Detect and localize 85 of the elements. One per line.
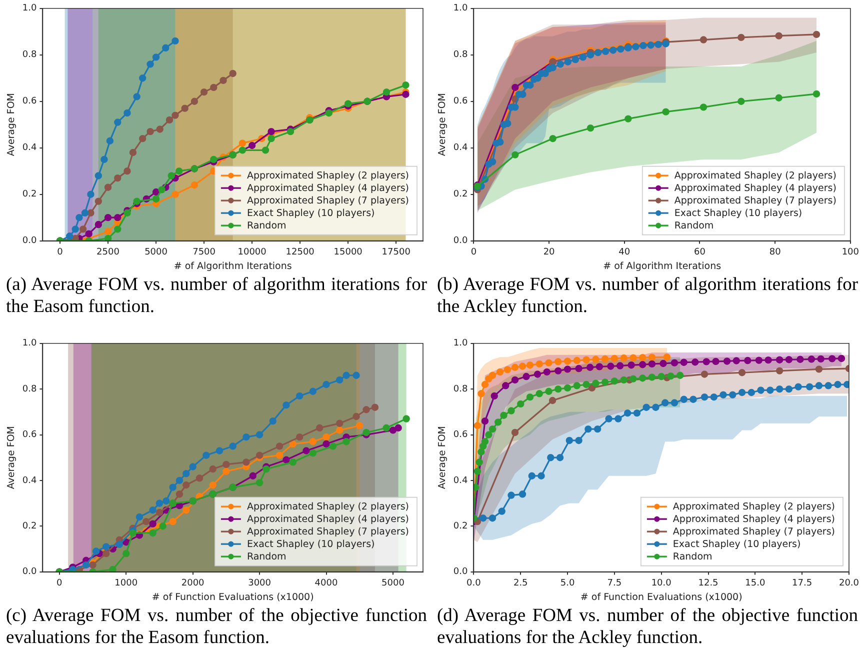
x-tick-label: 3000: [248, 578, 272, 589]
legend-label: Exact Shapley (10 players): [246, 539, 375, 550]
legend-label: Exact Shapley (10 players): [246, 208, 375, 220]
legend-label: Approximated Shapley (7 players): [674, 196, 836, 207]
legend-label: Approximated Shapley (4 players): [674, 183, 836, 194]
x-tick-label: 17500: [382, 248, 411, 258]
y-axis-title: Average FOM: [437, 426, 448, 490]
legend-label: Random: [246, 220, 286, 232]
y-tick-label: 0.4: [453, 476, 468, 486]
x-tick-label: 5.0: [560, 578, 575, 589]
y-tick-label: 1.0: [22, 4, 37, 14]
y-tick-label: 0.4: [22, 476, 37, 486]
x-tick-label: 20.0: [838, 578, 860, 589]
legend-label: Random: [672, 552, 712, 563]
x-tick-label: 10000: [238, 248, 267, 258]
y-axis-title: Average FOM: [6, 93, 18, 156]
x-tick-label: 0.0: [466, 578, 482, 589]
x-axis-title: # of Function Evaluations (x1000): [152, 592, 314, 603]
y-tick-label: 0.2: [22, 521, 37, 532]
legend-label: Approximated Shapley (2 players): [674, 170, 836, 182]
text: (d) Average FOM vs. number of the objective function evaluations for the Ackley function.: [436, 605, 859, 649]
x-tick-label: 100: [842, 248, 860, 258]
x-tick-label: 0: [57, 248, 64, 258]
legend-label: Exact Shapley (10 players): [674, 208, 802, 220]
text: (b) Average FOM vs. number of algorithm iterations for the Ackley function.: [436, 274, 859, 318]
y-tick-label: 1.0: [453, 4, 468, 14]
legend-label: Approximated Shapley (4 players): [246, 514, 410, 526]
text: (c) Average FOM vs. number of the objective function evaluations for the Easom function.: [5, 605, 428, 649]
y-tick-label: 0.6: [453, 430, 468, 440]
x-tick-label: 2.5: [513, 578, 528, 589]
x-tick-label: 15.0: [745, 578, 766, 589]
y-axis-title: Average FOM: [437, 93, 448, 156]
y-tick-label: 0.0: [453, 567, 468, 578]
x-tick-label: 5000: [144, 248, 168, 258]
y-tick-label: 1.0: [453, 338, 468, 349]
legend-label: Approximated Shapley (7 players): [246, 196, 410, 207]
x-tick-label: 2500: [96, 248, 120, 258]
legend-label: Approximated Shapley (4 players): [246, 183, 410, 194]
x-tick-label: 0: [56, 578, 63, 589]
y-tick-label: 0.8: [22, 384, 37, 394]
x-tick-label: 7500: [192, 248, 216, 258]
y-tick-label: 0.0: [453, 236, 468, 246]
x-tick-label: 80: [769, 248, 782, 258]
x-tick-label: 1000: [114, 578, 138, 589]
y-tick-label: 0.2: [22, 190, 37, 200]
y-tick-label: 0.8: [453, 384, 468, 394]
x-tick-label: 60: [694, 248, 706, 258]
y-axis-title: Average FOM: [6, 426, 18, 490]
x-tick-label: 0: [470, 248, 477, 258]
x-tick-label: 5000: [382, 578, 405, 589]
x-axis-title: # of Function Evaluations (x1000): [580, 592, 742, 603]
y-tick-label: 0.8: [22, 50, 37, 60]
text: (a) Average FOM vs. number of algorithm iterations for the Easom function.: [5, 274, 428, 318]
legend-label: Exact Shapley (10 players): [672, 539, 801, 550]
y-tick-label: 0.4: [22, 143, 37, 154]
legend-label: Approximated Shapley (2 players): [672, 502, 835, 513]
y-tick-label: 0.6: [22, 96, 37, 107]
x-tick-label: 12500: [286, 248, 315, 258]
y-tick-label: 0.6: [453, 96, 468, 107]
legend-label: Approximated Shapley (2 players): [246, 502, 410, 513]
legend-label: Approximated Shapley (2 players): [246, 170, 410, 182]
y-tick-label: 0.2: [453, 521, 468, 532]
legend-label: Approximated Shapley (4 players): [672, 514, 835, 526]
x-tick-label: 20: [543, 248, 556, 258]
y-tick-label: 1.0: [22, 338, 37, 349]
legend-label: Approximated Shapley (7 players): [246, 526, 410, 538]
y-tick-label: 0.8: [453, 50, 468, 60]
legend-label: Random: [246, 552, 286, 563]
x-axis-title: # of Algorithm Iterations: [603, 260, 722, 272]
x-tick-label: 7.5: [607, 578, 622, 589]
x-tick-label: 4000: [314, 578, 338, 589]
legend-label: Random: [674, 220, 714, 232]
y-tick-label: 0.0: [22, 567, 37, 578]
y-tick-label: 0.0: [22, 236, 37, 246]
x-tick-label: 12.5: [698, 578, 718, 589]
x-tick-label: 40: [618, 248, 630, 258]
y-tick-label: 0.2: [453, 190, 468, 200]
x-tick-label: 17.5: [792, 578, 812, 589]
x-tick-label: 10.0: [651, 578, 672, 589]
legend-label: Approximated Shapley (7 players): [672, 526, 835, 538]
x-tick-label: 2000: [181, 578, 205, 589]
x-axis-title: # of Algorithm Iterations: [174, 260, 292, 272]
x-tick-label: 15000: [334, 248, 363, 258]
y-tick-label: 0.4: [453, 143, 468, 154]
y-tick-label: 0.6: [22, 430, 37, 440]
